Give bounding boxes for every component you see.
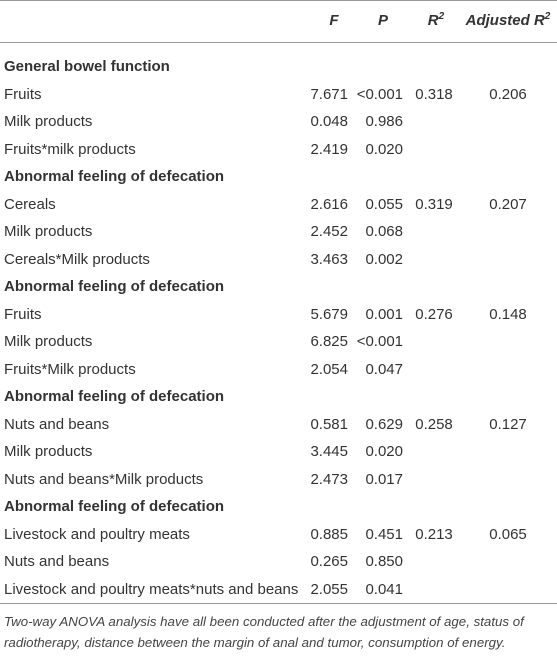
row-label: Nuts and beans [4,415,110,433]
section-title: Abnormal feeling of defecation [4,168,225,185]
cell-value: 0.451 [365,525,403,543]
row-label: Cereals*Milk products [4,250,150,268]
row-label: Livestock and poultry meats*nuts and bea… [4,580,299,598]
cell-value: 0.986 [365,113,403,130]
row-label: Milk products [4,113,93,130]
cell-value: 0.047 [365,360,403,378]
row-label: Fruits*milk products [4,140,136,158]
header-text: F [329,12,339,29]
row-label: Livestock and poultry meats [4,525,190,543]
header-superscript: 2 [438,11,445,22]
section-title: Abnormal feeling of defecation [4,388,225,405]
cell-value: 0.850 [365,553,403,570]
cell-value: 0.319 [415,195,453,213]
header-text: P [377,12,389,29]
cell-value: 0.629 [365,415,403,433]
cell-value: 5.679 [310,305,348,323]
row-label: Milk products [4,223,93,240]
cell-value: 0.885 [310,525,348,543]
cell-value: 2.473 [310,470,348,488]
cell-value: 0.258 [415,415,453,433]
cell-value: 0.041 [365,580,403,598]
cell-value: 2.419 [310,140,348,158]
header-text: R [427,12,439,29]
cell-value: 0.002 [365,250,403,268]
row-label: Fruits [4,85,42,103]
column-header: Adjusted R2 [466,11,551,31]
cell-value: <0.001 [356,333,403,350]
row-label: Milk products [4,333,93,350]
cell-value: <0.001 [356,85,403,103]
row-label: Milk products [4,443,93,460]
cell-value: 0.127 [489,415,527,433]
cell-value: 0.020 [365,443,403,460]
cell-value: 0.017 [365,470,403,488]
row-label: Nuts and beans [4,553,110,570]
row-label: Fruits*Milk products [4,360,136,378]
section-title: Abnormal feeling of defecation [4,278,225,295]
cell-value: 7.671 [310,85,348,103]
cell-value: 0.065 [489,525,527,543]
cell-value: 0.276 [415,305,453,323]
bottom-rule [0,603,557,604]
cell-value: 0.265 [310,553,348,570]
column-header: R2 [428,11,444,31]
cell-value: 3.445 [310,443,348,460]
row-label: Nuts and beans*Milk products [4,470,204,488]
header-rule [0,42,557,43]
header-superscript: 2 [544,11,551,22]
header-text: Adjusted R [465,12,545,29]
section-title: Abnormal feeling of defecation [4,498,225,515]
column-header: P [378,11,388,31]
cell-value: 3.463 [310,250,348,268]
cell-value: 0.020 [365,140,403,158]
cell-value: 0.318 [415,85,453,103]
cell-value: 0.148 [489,305,527,323]
cell-value: 0.068 [365,223,403,240]
cell-value: 0.206 [489,85,527,103]
cell-value: 2.055 [310,580,348,598]
cell-value: 6.825 [310,333,348,350]
section-title: General bowel function [4,58,170,75]
cell-value: 0.207 [489,195,527,213]
row-label: Fruits [4,305,42,323]
cell-value: 2.616 [310,195,348,213]
cell-value: 2.452 [310,223,348,240]
column-header: F [329,11,338,31]
row-label: Cereals [4,195,56,213]
cell-value: 0.581 [310,415,348,433]
cell-value: 0.001 [365,305,403,323]
cell-value: 0.213 [415,525,453,543]
cell-value: 0.055 [365,195,403,213]
cell-value: 2.054 [310,360,348,378]
footnote: Two-way ANOVA analysis have all been con… [4,614,524,650]
cell-value: 0.048 [310,113,348,130]
top-rule [0,0,557,1]
